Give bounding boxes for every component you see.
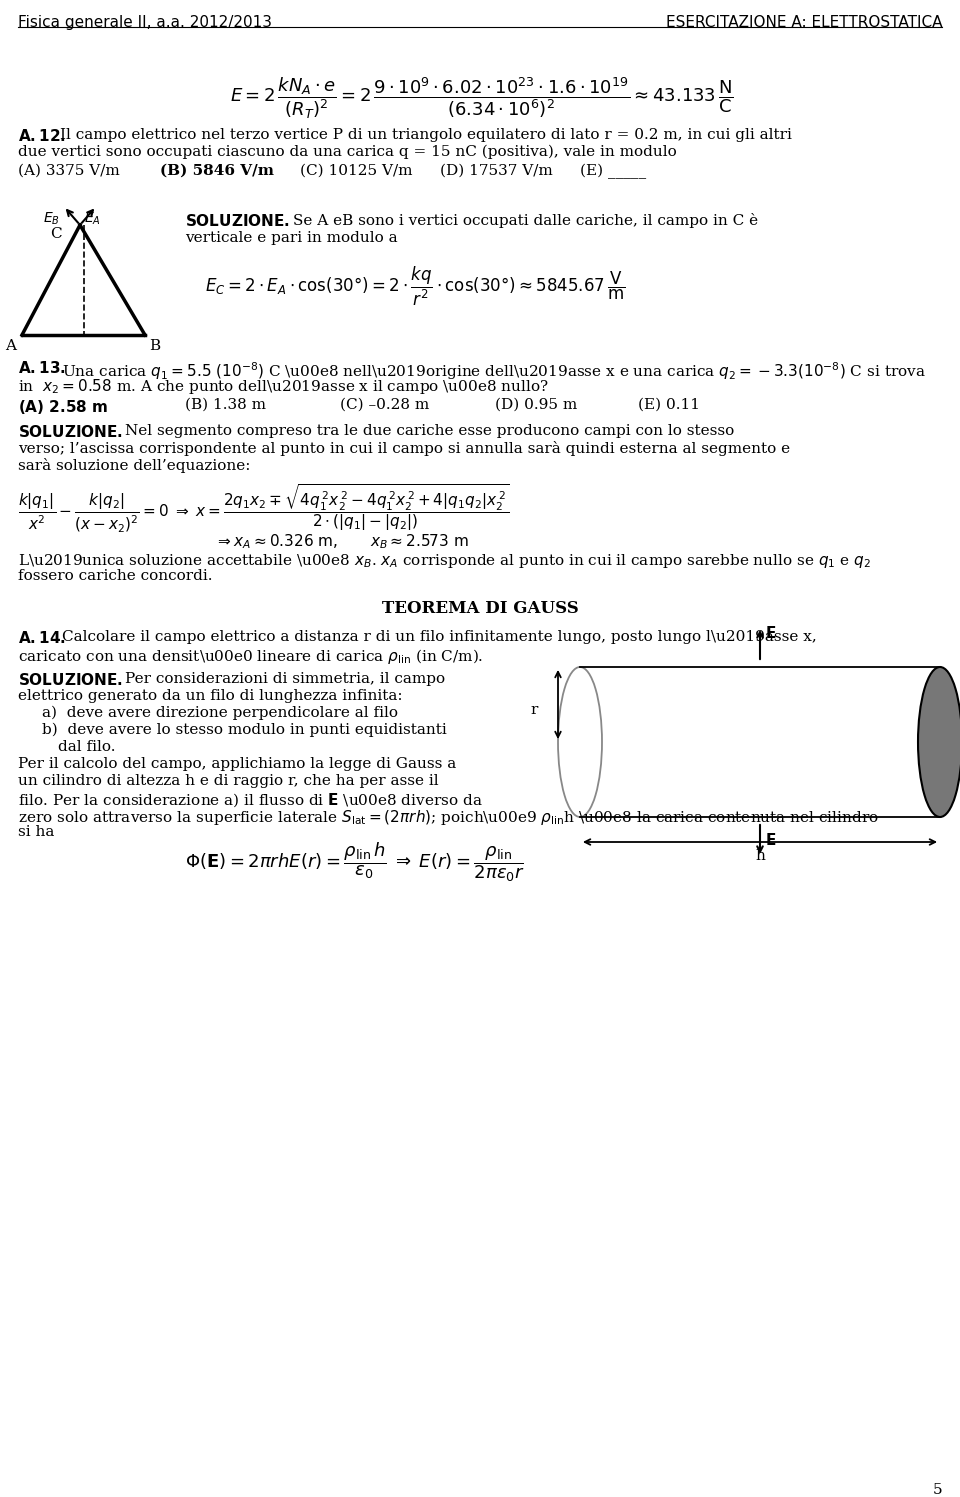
Text: h: h (756, 849, 765, 862)
Text: Nel segmento compreso tra le due cariche esse producono campi con lo stesso: Nel segmento compreso tra le due cariche… (125, 424, 734, 439)
Text: due vertici sono occupati ciascuno da una carica q = 15 nC (positiva), vale in m: due vertici sono occupati ciascuno da un… (18, 145, 677, 159)
Text: elettrico generato da un filo di lunghezza infinita:: elettrico generato da un filo di lunghez… (18, 689, 402, 704)
Text: B: B (149, 338, 160, 353)
Text: a)  deve avere direzione perpendicolare al filo: a) deve avere direzione perpendicolare a… (42, 707, 398, 720)
Text: $\mathbf{(A)\ 2.58\ m}$: $\mathbf{(A)\ 2.58\ m}$ (18, 398, 108, 416)
Text: $E_B$: $E_B$ (43, 211, 60, 228)
Text: $E = 2\,\dfrac{kN_A \cdot e}{(R_T)^2} = 2\,\dfrac{9 \cdot 10^9 \cdot 6.02 \cdot : $E = 2\,\dfrac{kN_A \cdot e}{(R_T)^2} = … (230, 75, 733, 121)
Text: $\mathbf{A.12.}$: $\mathbf{A.12.}$ (18, 129, 66, 144)
Text: (B) 5846 V/m: (B) 5846 V/m (160, 165, 274, 178)
Text: (C) –0.28 m: (C) –0.28 m (340, 398, 429, 412)
Text: sarà soluzione dell’equazione:: sarà soluzione dell’equazione: (18, 458, 251, 473)
Text: dal filo.: dal filo. (58, 740, 115, 754)
Text: Per il calcolo del campo, applichiamo la legge di Gauss a: Per il calcolo del campo, applichiamo la… (18, 757, 456, 771)
Text: Calcolare il campo elettrico a distanza r di un filo infinitamente lungo, posto : Calcolare il campo elettrico a distanza … (62, 630, 817, 644)
Text: Il campo elettrico nel terzo vertice P di un triangolo equilatero di lato r = 0.: Il campo elettrico nel terzo vertice P d… (60, 129, 792, 142)
Text: si ha: si ha (18, 825, 55, 838)
Text: zero solo attraverso la superficie laterale $S_{\mathrm{lat}} = (2\pi rh)$; poic: zero solo attraverso la superficie later… (18, 808, 878, 826)
Text: r: r (531, 704, 538, 717)
Text: $\dfrac{k|q_1|}{x^2} - \dfrac{k|q_2|}{(x-x_2)^2} = 0 \;\Rightarrow\; x = \dfrac{: $\dfrac{k|q_1|}{x^2} - \dfrac{k|q_2|}{(x… (18, 482, 510, 534)
Text: $\mathbf{A.14.}$: $\mathbf{A.14.}$ (18, 630, 66, 647)
Text: $\mathbf{SOLUZIONE.}$: $\mathbf{SOLUZIONE.}$ (18, 672, 123, 689)
Text: (C) 10125 V/m: (C) 10125 V/m (300, 165, 413, 178)
Text: (A) 3375 V/m: (A) 3375 V/m (18, 165, 120, 178)
Text: (D) 0.95 m: (D) 0.95 m (495, 398, 577, 412)
Text: $\mathbf{A.13.}$: $\mathbf{A.13.}$ (18, 359, 66, 376)
Text: (E) 0.11: (E) 0.11 (638, 398, 700, 412)
Text: $E_A$: $E_A$ (84, 211, 101, 228)
Text: (E) _____: (E) _____ (580, 165, 646, 180)
Ellipse shape (918, 668, 960, 817)
Text: verticale e pari in modulo a: verticale e pari in modulo a (185, 231, 397, 246)
Text: caricato con una densit\u00e0 lineare di carica $\rho_{\mathrm{lin}}$ (in C/m).: caricato con una densit\u00e0 lineare di… (18, 647, 483, 666)
Text: Una carica $q_1 = 5.5\ (10^{-8})$ C \u00e8 nell\u2019origine dell\u2019asse x e : Una carica $q_1 = 5.5\ (10^{-8})$ C \u00… (62, 359, 925, 382)
Text: ESERCITAZIONE A: ELETTROSTATICA: ESERCITAZIONE A: ELETTROSTATICA (665, 15, 942, 30)
Text: fossero cariche concordi.: fossero cariche concordi. (18, 569, 212, 582)
Text: filo. Per la considerazione a) il flusso di $\mathbf{E}$ \u00e8 diverso da: filo. Per la considerazione a) il flusso… (18, 790, 483, 808)
Text: in  $x_2 = 0.58$ m. A che punto dell\u2019asse x il campo \u00e8 nullo?: in $x_2 = 0.58$ m. A che punto dell\u201… (18, 377, 549, 397)
Text: $\mathbf{E}$: $\mathbf{E}$ (765, 832, 777, 847)
Text: TEOREMA DI GAUSS: TEOREMA DI GAUSS (382, 600, 578, 617)
Text: b)  deve avere lo stesso modulo in punti equidistanti: b) deve avere lo stesso modulo in punti … (42, 723, 446, 738)
Text: C: C (50, 228, 62, 241)
Text: un cilindro di altezza h e di raggio r, che ha per asse il: un cilindro di altezza h e di raggio r, … (18, 774, 439, 787)
Text: $\Rightarrow x_A \approx 0.326\ \mathrm{m},\qquad x_B \approx 2.573\ \mathrm{m}$: $\Rightarrow x_A \approx 0.326\ \mathrm{… (215, 531, 468, 551)
Text: Per considerazioni di simmetria, il campo: Per considerazioni di simmetria, il camp… (125, 672, 445, 686)
Text: verso; l’ascissa corrispondente al punto in cui il campo si annulla sarà quindi : verso; l’ascissa corrispondente al punto… (18, 442, 790, 457)
Text: L\u2019unica soluzione accettabile \u00e8 $x_B$. $x_A$ corrisponde al punto in c: L\u2019unica soluzione accettabile \u00e… (18, 552, 871, 570)
Text: (D) 17537 V/m: (D) 17537 V/m (440, 165, 553, 178)
Text: Se A eB sono i vertici occupati dalle cariche, il campo in C è: Se A eB sono i vertici occupati dalle ca… (293, 213, 758, 228)
Text: $E_C = 2 \cdot E_A \cdot \cos(30°) = 2 \cdot \dfrac{kq}{r^2} \cdot \cos(30°) \ap: $E_C = 2 \cdot E_A \cdot \cos(30°) = 2 \… (205, 265, 625, 308)
Text: $\mathbf{SOLUZIONE.}$: $\mathbf{SOLUZIONE.}$ (185, 213, 290, 229)
Text: $\Phi(\mathbf{E}) = 2\pi r h E(r) = \dfrac{\rho_{\mathrm{lin}}\,h}{\varepsilon_0: $\Phi(\mathbf{E}) = 2\pi r h E(r) = \dfr… (185, 840, 525, 883)
Text: (B) 1.38 m: (B) 1.38 m (185, 398, 266, 412)
Text: Fisica generale II, a.a. 2012/2013: Fisica generale II, a.a. 2012/2013 (18, 15, 272, 30)
Text: 5: 5 (932, 1484, 942, 1497)
Text: A: A (5, 338, 16, 353)
Text: $\mathbf{SOLUZIONE.}$: $\mathbf{SOLUZIONE.}$ (18, 424, 123, 440)
Text: $\mathbf{E}$: $\mathbf{E}$ (765, 626, 777, 641)
